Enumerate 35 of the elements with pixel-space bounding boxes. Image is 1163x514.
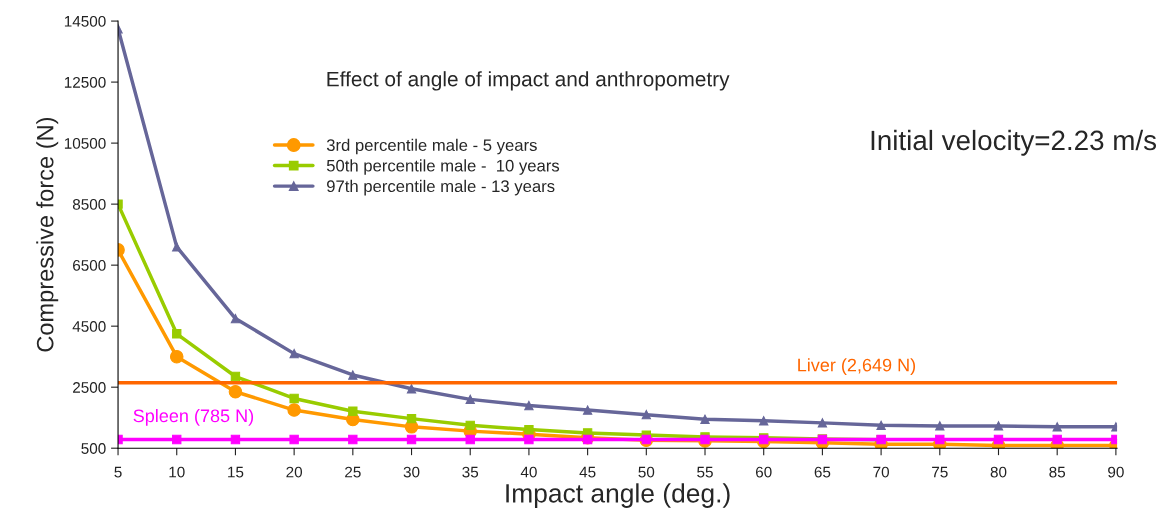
- y-tick-label: 500: [81, 443, 106, 454]
- y-tick-label: 6500: [73, 260, 106, 271]
- legend-label: 97th percentile male - 13 years: [327, 179, 555, 196]
- x-tick-label: 25: [345, 466, 361, 478]
- legend-label: 50th percentile male - 10 years: [326, 159, 560, 175]
- x-tick-label: 80: [990, 466, 1007, 478]
- x-tick-label: 55: [697, 466, 713, 478]
- x-tick-label: 35: [462, 466, 479, 478]
- x-axis-title: Impact angle (deg.): [506, 483, 730, 508]
- x-tick-label: 75: [932, 466, 948, 478]
- y-tick-label: 4500: [72, 321, 106, 332]
- x-tick-label: 10: [169, 466, 185, 478]
- y-tick-label: 10500: [64, 137, 106, 149]
- y-tick-label: 12500: [64, 76, 106, 88]
- annotation: Initial velocity=2.23 m/s: [871, 129, 1157, 156]
- annotation: Spleen (785 N): [133, 408, 254, 426]
- x-tick-label: 45: [579, 466, 596, 478]
- x-tick-label: 65: [814, 466, 831, 478]
- x-tick-label: 85: [1049, 466, 1066, 478]
- legend-label: 3rd percentile male - 5 years: [326, 138, 537, 155]
- x-tick-label: 90: [1108, 466, 1124, 478]
- x-tick-label: 60: [755, 466, 772, 478]
- text: Effect of angle of impact and anthropometry: [327, 71, 730, 91]
- x-tick-label: 15: [228, 466, 244, 478]
- x-tick-label: 40: [520, 466, 537, 478]
- x-tick-label: 20: [286, 466, 303, 478]
- x-tick-label: 70: [873, 466, 889, 478]
- ref-line-label: Liver (2,649 N): [798, 358, 916, 376]
- y-tick-label: 8500: [72, 199, 106, 210]
- y-tick-label: 2500: [73, 382, 106, 393]
- y-tick-label: 14500: [64, 15, 106, 27]
- x-tick-label: 50: [638, 466, 655, 478]
- y-axis-title: Compressive force (N): [36, 118, 59, 352]
- x-tick-label: 30: [403, 466, 420, 478]
- x-tick-label: 5: [114, 466, 122, 478]
